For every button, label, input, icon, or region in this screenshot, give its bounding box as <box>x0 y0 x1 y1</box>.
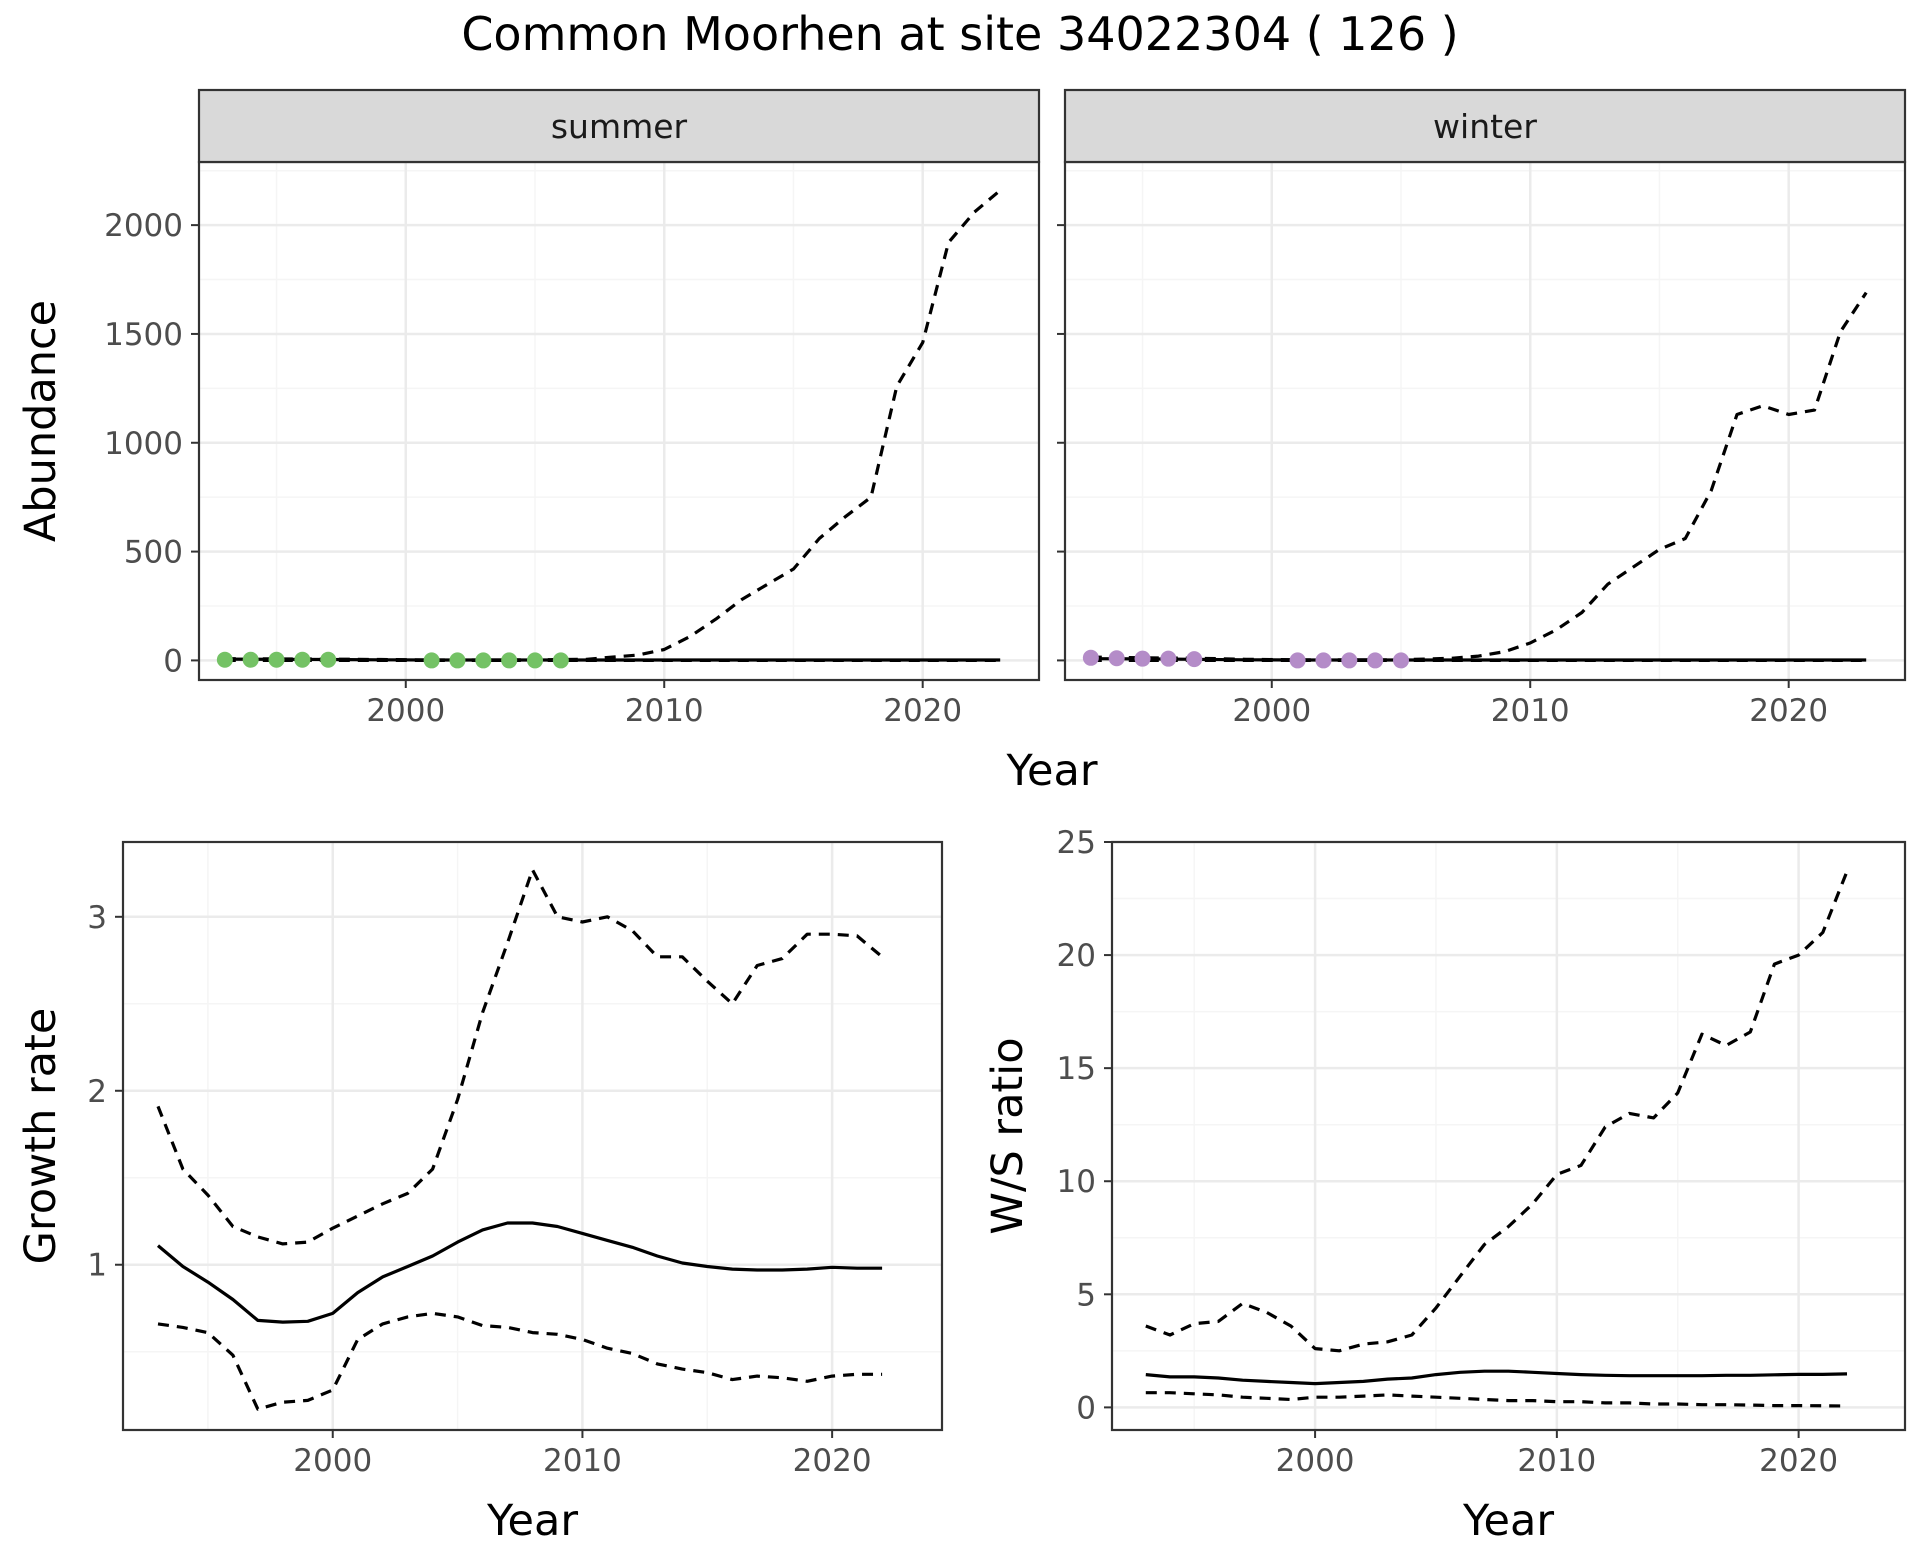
data-point <box>1393 652 1409 669</box>
data-point <box>1186 651 1203 668</box>
y-tick-label: 0 <box>1076 1390 1096 1426</box>
data-point <box>294 651 311 668</box>
x-axis-title: Year <box>1462 1496 1554 1546</box>
series-line-solid <box>1145 1369 1848 1386</box>
y-tick-label: 25 <box>1057 825 1096 861</box>
y-tick-label: 5 <box>1076 1277 1096 1313</box>
facet-label: summer <box>551 107 688 146</box>
data-point <box>475 652 492 669</box>
data-point <box>242 651 259 668</box>
data-point <box>552 652 569 669</box>
data-point <box>216 651 233 668</box>
x-tick-label: 2010 <box>625 693 704 729</box>
facet-label: winter <box>1433 107 1537 146</box>
series-layer <box>1145 870 1849 1408</box>
y-tick-label: 2 <box>87 1074 107 1110</box>
data-point <box>1341 652 1358 669</box>
x-tick-label: 2000 <box>366 693 445 729</box>
panel-border <box>121 840 944 1432</box>
y-tick-label: 0 <box>163 643 183 679</box>
x-tick-label: 2000 <box>1276 1443 1355 1479</box>
facet-strip <box>197 88 1041 164</box>
data-point <box>1082 649 1099 666</box>
x-tick-label: 2010 <box>1517 1443 1596 1479</box>
data-point <box>1315 652 1332 669</box>
data-point <box>423 652 440 669</box>
x-tick-label: 2000 <box>293 1443 372 1479</box>
x-tick-label: 2020 <box>1749 693 1828 729</box>
x-tick-label: 2020 <box>1759 1443 1838 1479</box>
x-tick-label: 2010 <box>543 1443 622 1479</box>
y-tick-label: 20 <box>1057 938 1096 974</box>
facet-strip <box>1063 88 1907 164</box>
y-axis-title: Growth rate <box>16 1008 66 1265</box>
data-point <box>1134 650 1151 667</box>
data-point <box>1367 652 1384 669</box>
y-tick-label: 500 <box>124 535 183 571</box>
panel-plot-2: 2000 2010 2020 1 2 3 Year Growth rate <box>16 840 944 1546</box>
x-tick-label: 2010 <box>1491 693 1570 729</box>
x-axis-title-shared: Year <box>1005 746 1097 796</box>
series-layer <box>156 868 884 1411</box>
y-tick-label: 3 <box>87 900 107 936</box>
data-point <box>527 652 543 669</box>
y-tick-label: 2000 <box>104 208 183 244</box>
series-line-dashed <box>1145 1391 1848 1408</box>
data-point <box>268 651 285 668</box>
figure-title: Common Moorhen at site 34022304 ( 126 ) <box>461 7 1458 61</box>
y-tick-label: 15 <box>1057 1051 1096 1087</box>
panel-plot-3: 2000 2010 2020 0 5 10 15 20 25 Year W/S ratio <box>983 825 1907 1546</box>
y-tick-label: 1000 <box>104 426 183 462</box>
data-point <box>1289 652 1306 669</box>
panel-winter: winter 2000 2010 2020 <box>1057 88 1907 729</box>
data-point <box>320 651 337 668</box>
data-point <box>449 652 466 669</box>
data-point <box>1108 650 1125 667</box>
data-point <box>501 652 518 669</box>
y-tick-label: 1 <box>87 1248 107 1284</box>
series-line-solid <box>156 1221 883 1324</box>
data-point <box>1160 650 1177 667</box>
x-tick-label: 2000 <box>1232 693 1311 729</box>
panel-border <box>1110 840 1907 1432</box>
panel-summer: summer 2000 2010 2020 0 500 1000 1500 2000 Abunda… <box>16 88 1041 729</box>
x-axis-title: Year <box>486 1496 578 1546</box>
y-axis-title: Abundance <box>16 300 66 542</box>
x-tick-label: 2020 <box>883 693 962 729</box>
y-tick-label: 1500 <box>104 317 183 353</box>
x-tick-label: 2020 <box>793 1443 872 1479</box>
series-line-dashed <box>156 868 884 1246</box>
y-axis-title: W/S ratio <box>983 1037 1033 1234</box>
series-line-dashed <box>1145 870 1849 1353</box>
y-tick-label: 10 <box>1057 1164 1096 1200</box>
